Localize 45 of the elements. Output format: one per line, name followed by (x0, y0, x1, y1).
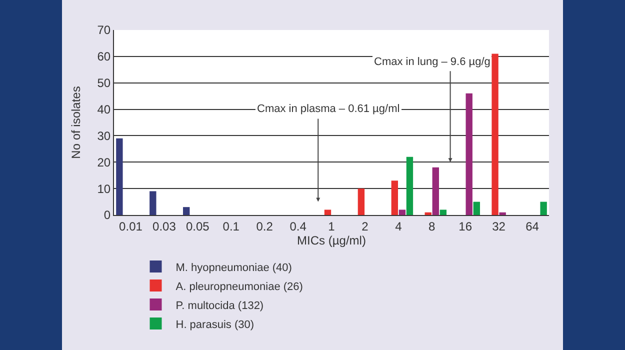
y-tick-label: 40 (97, 102, 111, 116)
x-tick-label: 2 (362, 219, 369, 234)
x-tick-label: 0.05 (186, 219, 210, 234)
y-tick-label: 0 (104, 208, 111, 222)
x-tick-label: 8 (428, 219, 436, 234)
legend-label: P. multocida (132) (176, 300, 264, 312)
bar (424, 212, 432, 215)
bar (440, 210, 447, 215)
x-tick-label: 0.1 (222, 219, 240, 234)
bar (406, 156, 414, 215)
bar (398, 210, 406, 215)
legend-label: A. pleuropneumoniae (26) (176, 280, 303, 293)
bar (324, 210, 332, 215)
x-tick-label: 32 (492, 219, 506, 234)
y-tick-label: 50 (97, 76, 111, 90)
bar (358, 188, 365, 215)
y-axis-title: No of isolates (69, 86, 83, 159)
bar (499, 212, 506, 215)
x-tick-label: 4 (395, 219, 402, 234)
bar (492, 54, 498, 215)
annotation: Cmax in lung – 9.6 µg/g (374, 56, 490, 68)
y-tick-label: 30 (97, 128, 111, 143)
legend-label: H. parasuis (30) (176, 318, 254, 331)
y-tick-label: 10 (97, 182, 111, 196)
x-tick-label: 0.03 (152, 219, 176, 234)
x-tick-label: 16 (458, 219, 472, 234)
x-tick-label: 0.2 (256, 219, 274, 234)
x-tick-label: 64 (526, 219, 540, 234)
x-tick-label: 0.4 (290, 219, 307, 234)
bar (466, 93, 472, 215)
x-axis-title: MICs (µg/ml) (297, 233, 366, 248)
x-tick-label: 1 (328, 219, 336, 234)
bar (183, 207, 190, 215)
y-tick-label: 70 (97, 23, 111, 38)
bar (150, 191, 156, 215)
annotation: Cmax in plasma – 0.61 µg/ml (257, 103, 400, 115)
legend-label: M. hyopneumoniae (40) (176, 262, 292, 274)
bar (540, 202, 547, 215)
x-tick-label: 0.01 (119, 219, 143, 234)
bar (116, 138, 123, 215)
bar (391, 180, 398, 215)
bar (473, 202, 480, 215)
y-tick-label: 60 (97, 50, 111, 64)
bar (432, 167, 439, 215)
y-tick-label: 20 (97, 155, 111, 170)
